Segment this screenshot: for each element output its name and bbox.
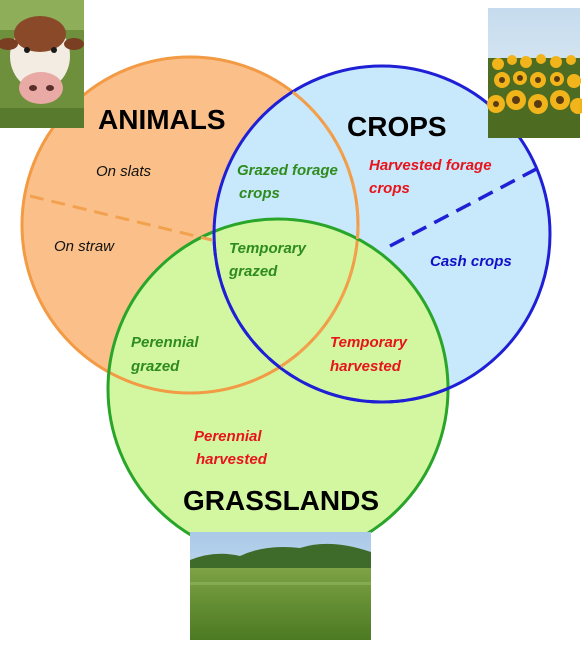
perennial-grazed-label-line2: grazed xyxy=(130,358,180,375)
sunflower-field-photo xyxy=(487,8,582,138)
temporary-grazed-label-line1: Temporary xyxy=(229,240,307,257)
cash-crops-label: Cash crops xyxy=(430,253,512,270)
perennial-grazed-label-line1: Perennial xyxy=(131,334,199,351)
grassland-meadow-photo xyxy=(190,532,371,640)
grasslands-title: GRASSLANDS xyxy=(183,485,379,516)
cow-photo xyxy=(0,0,84,128)
harvested-forage-crops-label-line1: Harvested forage xyxy=(369,157,492,174)
animals-divider-line xyxy=(29,194,213,242)
temporary-grazed-label-line2: grazed xyxy=(228,263,278,280)
temporary-harvested-label-line2: harvested xyxy=(330,358,402,375)
perennial-harvested-label-line1: Perennial xyxy=(194,428,262,445)
grazed-forage-crops-label-line2: crops xyxy=(239,185,280,202)
animals-dashed-arc xyxy=(214,66,360,395)
perennial-harvested-label-line2: harvested xyxy=(196,451,268,468)
crops-title: CROPS xyxy=(347,111,447,142)
grasslands-circle xyxy=(108,219,448,559)
temporary-harvested-label-line1: Temporary xyxy=(330,334,408,351)
harvested-forage-crops-label-line2: crops xyxy=(369,180,410,197)
crops-divider-line xyxy=(389,164,543,248)
on-slats-label: On slats xyxy=(96,163,152,180)
on-straw-label: On straw xyxy=(54,238,115,255)
grazed-forage-crops-label-line1: Grazed forage xyxy=(237,162,338,179)
animals-title: ANIMALS xyxy=(98,104,226,135)
crops-outline xyxy=(212,64,552,404)
